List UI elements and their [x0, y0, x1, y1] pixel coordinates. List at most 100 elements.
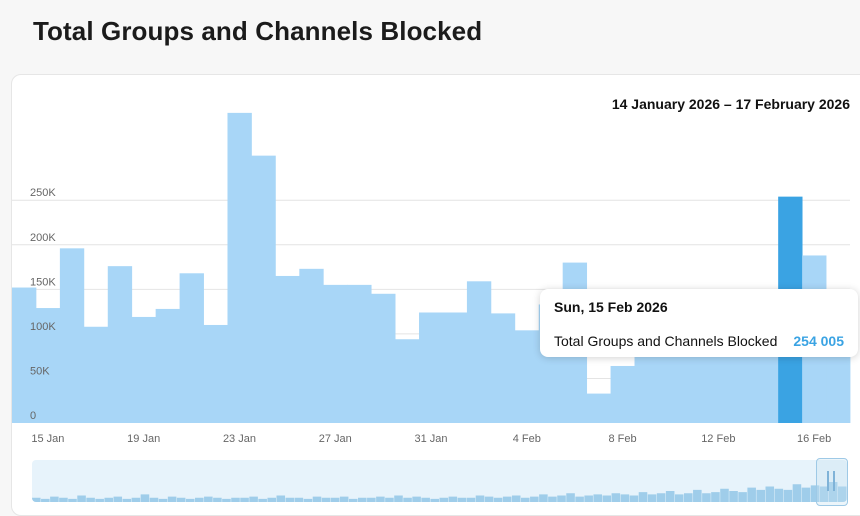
navigator-bar — [41, 498, 50, 502]
date-range[interactable]: 14 January 2026 – 17 February 2026 — [611, 96, 850, 112]
navigator-bar — [294, 497, 304, 502]
navigator-bar — [412, 496, 421, 502]
navigator-bar — [439, 497, 449, 502]
bar[interactable] — [514, 330, 540, 423]
navigator-bar — [403, 497, 412, 502]
navigator-bar — [810, 485, 820, 502]
navigator-bar — [502, 496, 512, 502]
navigator-bar — [566, 493, 575, 502]
bar[interactable] — [395, 339, 420, 423]
navigator-bar — [828, 482, 838, 502]
navigator-bar — [77, 495, 86, 502]
tooltip: Sun, 15 Feb 2026 Total Groups and Channe… — [540, 289, 858, 357]
navigator-bar — [493, 497, 503, 502]
bar[interactable] — [83, 326, 109, 423]
navigator-bar — [548, 496, 557, 502]
navigator-bar — [394, 495, 403, 502]
grip-icon — [827, 471, 829, 491]
navigator-bar — [484, 496, 494, 502]
bar[interactable] — [179, 273, 204, 423]
navigator-bar — [267, 497, 276, 502]
bar[interactable] — [107, 266, 133, 423]
bar[interactable] — [754, 351, 779, 423]
navigator-bar — [321, 497, 331, 502]
bar[interactable] — [586, 393, 611, 423]
x-tick-label: 23 Jan — [223, 433, 256, 445]
bar[interactable] — [227, 112, 252, 423]
x-tick-label: 31 Jan — [414, 433, 447, 445]
navigator-bar — [774, 488, 784, 502]
navigator-bar — [285, 497, 295, 502]
navigator-bar — [792, 484, 802, 502]
bar[interactable] — [12, 287, 37, 423]
navigator-bar — [729, 491, 738, 502]
bars — [12, 112, 851, 423]
x-tick-label: 16 Feb — [797, 433, 831, 445]
bar[interactable] — [275, 275, 300, 423]
navigator-bar — [358, 497, 367, 502]
navigator-bar — [530, 496, 539, 502]
y-tick-label: 50K — [30, 365, 50, 377]
navigator-bar — [385, 497, 394, 502]
navigator-bar — [702, 493, 711, 502]
bar[interactable] — [466, 281, 492, 423]
navigator-bar — [539, 494, 548, 502]
navigator-bar — [249, 496, 258, 502]
navigator-bar — [756, 489, 765, 502]
x-axis-labels: 15 Jan 19 Jan 23 Jan 27 Jan 31 Jan 4 Feb 8 Feb… — [31, 433, 831, 445]
navigator-bar — [222, 498, 231, 502]
navigator-bar — [303, 498, 313, 502]
bar[interactable] — [35, 308, 61, 423]
bar[interactable] — [299, 268, 324, 423]
navigator-bar — [674, 494, 684, 502]
navigator-bar — [837, 486, 847, 502]
navigator-bar — [240, 497, 249, 502]
tooltip-date: Sun, 15 Feb 2026 — [554, 299, 668, 315]
bar[interactable] — [371, 293, 396, 423]
navigator-bar — [140, 494, 150, 502]
navigator-bar — [330, 497, 340, 502]
bar[interactable] — [419, 312, 444, 423]
y-axis-labels: 0 50K 100K 150K 200K 250K — [30, 187, 56, 422]
x-tick-label: 12 Feb — [701, 433, 735, 445]
bar[interactable] — [490, 313, 516, 423]
navigator-bar — [665, 491, 675, 502]
range-navigator[interactable] — [32, 460, 847, 502]
navigator-bar — [176, 497, 186, 502]
y-tick-label: 250K — [30, 187, 56, 199]
navigator-sparkline — [32, 482, 847, 502]
bar[interactable] — [610, 365, 635, 423]
navigator-bar — [68, 498, 77, 502]
bar[interactable] — [131, 316, 157, 423]
navigator-bar — [711, 492, 720, 502]
bar[interactable] — [155, 308, 180, 423]
navigator-bar — [801, 487, 811, 502]
navigator-bar — [348, 498, 358, 502]
navigator-bar — [367, 497, 376, 502]
navigator-bar — [122, 498, 132, 502]
bar[interactable] — [347, 284, 372, 423]
grip-icon — [833, 471, 835, 491]
navigator-bar — [131, 497, 141, 502]
y-tick-label: 200K — [30, 232, 56, 244]
bar[interactable] — [59, 248, 85, 423]
navigator-bar — [104, 497, 113, 502]
navigator-bar — [475, 495, 485, 502]
navigator-bar — [167, 496, 177, 502]
tooltip-value: 254 005 — [793, 333, 844, 349]
navigator-bar — [276, 495, 286, 502]
navigator-bar — [466, 497, 476, 502]
bar[interactable] — [442, 312, 468, 423]
navigator-bar — [511, 495, 521, 502]
navigator-handle[interactable] — [816, 458, 848, 506]
bar[interactable] — [323, 284, 348, 423]
navigator-bar — [457, 497, 467, 502]
navigator-bar — [50, 496, 59, 502]
navigator-bar — [611, 493, 621, 502]
bar[interactable] — [251, 155, 276, 423]
bar[interactable] — [203, 324, 228, 423]
navigator-bar — [95, 498, 104, 502]
y-tick-label: 100K — [30, 321, 56, 333]
navigator-bar — [32, 497, 41, 502]
